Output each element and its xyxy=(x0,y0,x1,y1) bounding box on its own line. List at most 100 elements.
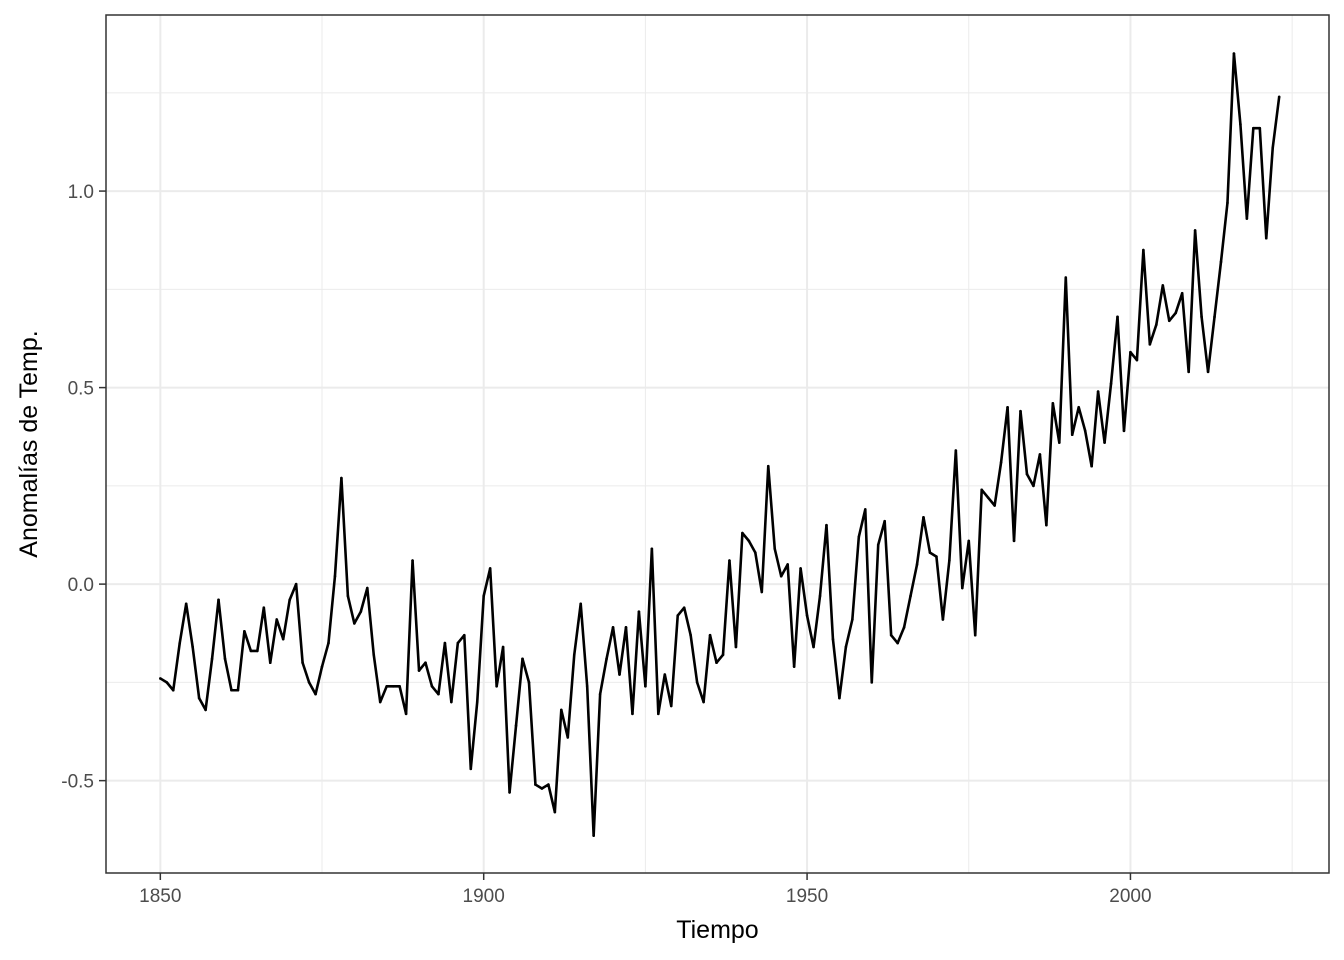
temperature-anomaly-line xyxy=(159,52,1281,837)
data-point xyxy=(624,626,628,629)
data-point xyxy=(618,673,621,676)
data-point xyxy=(1090,464,1093,468)
data-point xyxy=(676,614,680,617)
y-tick-label: -0.5 xyxy=(61,772,94,793)
data-point xyxy=(424,661,427,665)
x-axis-ticks: 1850 1900 1950 2000 xyxy=(139,873,1152,907)
data-point xyxy=(1025,472,1029,476)
data-point xyxy=(1012,539,1016,543)
data-point xyxy=(747,539,751,543)
data-point xyxy=(792,665,796,668)
data-point xyxy=(365,586,369,590)
data-point xyxy=(818,594,822,598)
data-point xyxy=(682,606,686,609)
data-point xyxy=(171,688,175,692)
data-point xyxy=(184,602,188,606)
data-point xyxy=(669,704,673,708)
data-point xyxy=(521,657,524,661)
data-point xyxy=(327,641,330,645)
data-point xyxy=(1219,260,1223,264)
data-point xyxy=(372,653,376,657)
x-tick-label: 1850 xyxy=(139,886,181,907)
data-point xyxy=(217,598,220,602)
data-point xyxy=(1161,284,1165,287)
data-point xyxy=(262,606,266,609)
data-point xyxy=(1193,229,1197,232)
data-point xyxy=(844,645,848,649)
data-point xyxy=(689,633,692,637)
major-gridlines xyxy=(106,15,1329,873)
data-point xyxy=(663,673,667,676)
data-point xyxy=(644,685,647,688)
data-point xyxy=(721,653,725,657)
data-point xyxy=(301,661,304,665)
data-point xyxy=(889,633,893,637)
data-point xyxy=(275,618,279,621)
data-point xyxy=(883,519,886,523)
data-point xyxy=(708,633,712,637)
data-point xyxy=(702,700,705,704)
data-point xyxy=(760,590,764,594)
data-point xyxy=(741,531,744,535)
data-point xyxy=(935,555,938,558)
data-point xyxy=(391,685,395,688)
data-point xyxy=(340,476,343,480)
y-axis-title: Anomalías de Temp. xyxy=(15,330,43,557)
data-point xyxy=(411,559,414,562)
data-point xyxy=(230,688,233,692)
data-point xyxy=(605,657,608,661)
y-axis-ticks: -0.5 0.0 0.5 1.0 xyxy=(61,182,106,793)
data-point xyxy=(967,539,971,543)
data-point xyxy=(902,626,906,629)
data-point xyxy=(973,633,977,637)
data-point xyxy=(165,681,169,684)
data-point xyxy=(915,563,919,566)
data-point xyxy=(256,649,259,653)
x-tick-label: 1900 xyxy=(463,886,505,907)
data-point xyxy=(1245,217,1249,220)
data-point xyxy=(928,551,932,554)
data-point xyxy=(1083,429,1087,433)
data-point xyxy=(346,594,350,598)
data-point xyxy=(1019,409,1022,413)
data-point xyxy=(294,582,298,586)
data-point xyxy=(307,681,311,684)
data-point xyxy=(766,464,770,468)
data-point xyxy=(1155,323,1158,327)
data-point xyxy=(1058,441,1061,444)
data-point xyxy=(954,449,958,452)
data-point xyxy=(437,692,440,696)
data-point xyxy=(922,516,925,519)
data-point xyxy=(288,598,291,602)
data-point xyxy=(1006,405,1009,409)
data-point xyxy=(359,610,363,613)
data-point xyxy=(1122,429,1126,433)
data-point xyxy=(450,700,453,704)
data-point xyxy=(1213,315,1216,319)
data-point xyxy=(650,547,654,551)
data-point xyxy=(941,618,945,621)
data-point xyxy=(1148,343,1152,346)
data-point xyxy=(1077,405,1081,409)
data-point xyxy=(398,685,401,688)
data-point xyxy=(1109,382,1113,385)
data-point xyxy=(469,767,473,771)
data-point xyxy=(488,567,492,570)
data-point xyxy=(1239,122,1242,126)
data-point xyxy=(999,460,1003,464)
data-point xyxy=(1142,248,1145,252)
data-point xyxy=(1038,453,1042,456)
x-tick-label: 2000 xyxy=(1109,886,1151,907)
data-point xyxy=(204,708,207,712)
data-point xyxy=(857,535,861,539)
data-point xyxy=(378,700,382,704)
data-point xyxy=(585,685,589,688)
data-point xyxy=(243,629,246,633)
data-point xyxy=(734,645,738,649)
data-point xyxy=(773,547,777,551)
data-point xyxy=(314,692,317,696)
data-point xyxy=(993,504,996,507)
data-point xyxy=(1051,402,1055,405)
data-point xyxy=(385,685,388,688)
data-point xyxy=(876,543,880,547)
